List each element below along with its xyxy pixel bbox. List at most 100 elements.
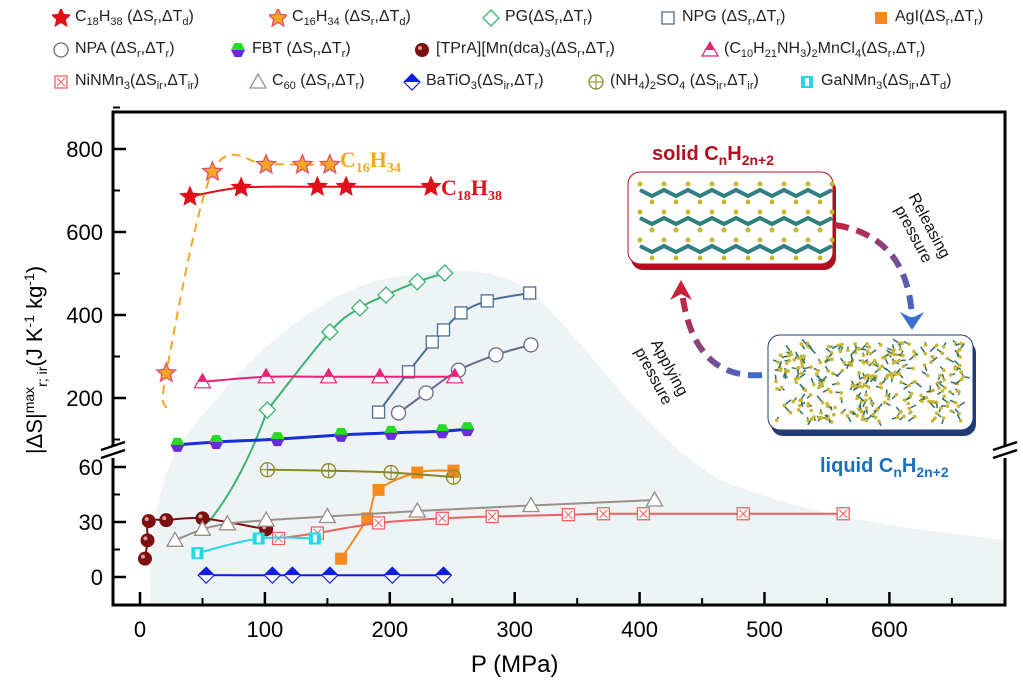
hydrogen-atom (793, 227, 799, 233)
square-marker (523, 286, 537, 300)
legend-item: C60 (ΔSr,ΔTr) (249, 72, 365, 92)
releasing-pressure-label: Releasingpressure (889, 190, 953, 269)
hexagon-marker-top (209, 434, 224, 442)
sphere-highlight (418, 46, 422, 51)
hydrogen-atom (769, 255, 775, 261)
hydrogen-atom (697, 255, 703, 261)
hydrogen-atom (865, 349, 870, 354)
series-3 (371, 286, 537, 419)
diamond-marker-fill (264, 567, 281, 576)
hydrogen-atom (792, 357, 797, 362)
circle-marker (488, 347, 504, 363)
hydrogen-atom (868, 351, 873, 356)
hydrogen-atom (721, 199, 727, 205)
hydrogen-atom (782, 403, 786, 408)
hydrogen-atom (912, 349, 916, 354)
axis-break-mark (100, 448, 126, 460)
legend-item: BaTiO3(ΔSir,ΔTr) (403, 72, 544, 92)
x-tick-label: 500 (746, 617, 783, 642)
sphere-highlight (140, 554, 145, 559)
applying-arrow (679, 291, 763, 379)
triangle-marker (521, 496, 541, 513)
hexagon-marker-bottom (334, 434, 349, 442)
hydrogen-atom (890, 375, 895, 379)
hydrogen-atom (637, 181, 643, 187)
legend-item: (NH4)2SO4 (ΔSir,ΔTir) (587, 72, 759, 92)
hydrogen-atom (831, 412, 836, 417)
hydrogen-atom (697, 227, 703, 233)
y-tick-label: 60 (79, 455, 103, 480)
axis-break-mark (992, 448, 1018, 460)
legend-item: [TPrA][Mn(dca)3(ΔSr,ΔTr) (413, 40, 615, 60)
hydrogen-atom (673, 199, 679, 205)
triangle-marker (408, 501, 427, 518)
legend-marker-icon (875, 12, 887, 25)
diamond-marker (408, 272, 427, 291)
hydrogen-atom (956, 349, 960, 354)
diamond-marker-fill (284, 567, 301, 576)
sphere-marker (159, 513, 174, 528)
star-marker (291, 153, 314, 175)
x-tick-label: 300 (496, 617, 533, 642)
axis-break-mark (992, 440, 1018, 452)
hydrogen-atom (868, 396, 872, 401)
hydrogen-atom (866, 373, 871, 378)
hydrogen-atom (829, 237, 835, 243)
hexagon-marker-top (231, 43, 245, 51)
legend-label: (NH4)2SO4 (ΔSir,ΔTir) (610, 72, 759, 93)
triangle-marker (165, 531, 185, 547)
hydrogen-atom (908, 410, 913, 414)
y-tick-label: 800 (66, 137, 103, 162)
hydrogen-atom (912, 414, 917, 419)
hydrogen-atom (787, 358, 792, 363)
hydrogen-atom (958, 418, 963, 423)
legend-item: GaNMn3(ΔSir,ΔTd) (798, 72, 951, 92)
hydrogen-atom (774, 418, 779, 423)
hydrogen-atom (862, 376, 867, 380)
hydrogen-atom (836, 381, 840, 386)
circle-marker (53, 42, 69, 58)
hydrogen-atom (880, 364, 884, 369)
hydrogen-atom (861, 353, 866, 358)
x-axis-label: P (MPa) (471, 651, 559, 678)
triangle-marker-fill (198, 373, 207, 382)
square-marker-inner (312, 534, 317, 543)
legend-item: C16H34 (ΔSr,ΔTd) (269, 8, 411, 28)
hydrogen-atom (774, 379, 778, 384)
liquid-label: liquid CnH2n+2 (820, 455, 949, 480)
hydrogen-atom (649, 255, 655, 261)
hexagon-marker-top (460, 422, 475, 430)
hydrogen-atom (879, 343, 883, 347)
legend-marker-icon (269, 9, 287, 28)
hydrogen-atom (866, 385, 871, 390)
hydrogen-atom (793, 199, 799, 205)
hydrogen-atom (902, 414, 906, 419)
series-11 (197, 566, 453, 585)
legend-item: C18H38 (ΔSr,ΔTd) (52, 8, 194, 28)
hydrogen-atom (865, 361, 870, 365)
hydrogen-atom (939, 406, 943, 410)
hydrogen-atom (733, 237, 739, 243)
hydrogen-atom (799, 371, 804, 376)
legend-marker-icon (403, 73, 421, 91)
hexagon-marker-top (334, 427, 349, 435)
hydrogen-atom (863, 383, 867, 388)
series-1: C16H34 (155, 147, 401, 409)
diamond-marker (435, 264, 454, 283)
hydrogen-atom (899, 341, 904, 346)
molecule-chain (639, 243, 833, 255)
triangle-marker (318, 507, 337, 524)
hydrogen-atom (745, 199, 751, 205)
hydrogen-atom (826, 369, 830, 373)
hydrogen-atom (825, 401, 829, 406)
legend-marker-icon (701, 41, 719, 57)
hydrogen-atom (912, 353, 917, 358)
hydrogen-atom (850, 383, 855, 388)
hexagon-marker-bottom (384, 432, 399, 440)
hydrogen-atom (829, 420, 834, 424)
hydrogen-atom (871, 412, 875, 417)
cross-glyph (638, 509, 648, 519)
hydrogen-atom (953, 367, 958, 371)
hydrogen-atom (817, 255, 823, 261)
hydrogen-atom (825, 417, 830, 421)
